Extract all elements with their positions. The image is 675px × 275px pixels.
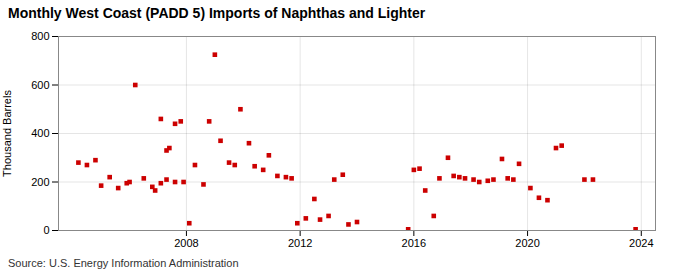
- svg-text:2016: 2016: [402, 237, 426, 249]
- svg-text:600: 600: [31, 79, 49, 91]
- svg-text:800: 800: [31, 30, 49, 42]
- html-text:Monthly West Coast (PADD 5) Im: Monthly West Coast (PADD 5) Imports of N…: [8, 5, 426, 21]
- svg-text:200: 200: [31, 176, 49, 188]
- svg-text:2020: 2020: [515, 237, 539, 249]
- svg-text:Thousand Barrels: Thousand Barrels: [1, 90, 13, 177]
- svg-text:2008: 2008: [174, 237, 198, 249]
- html-text:Source: U.S. Energy Informatio: Source: U.S. Energy Information Administ…: [8, 257, 239, 269]
- svg-text:2012: 2012: [288, 237, 312, 249]
- svg-text:2024: 2024: [629, 237, 653, 249]
- svg-text:0: 0: [43, 224, 49, 236]
- svg-text:400: 400: [31, 127, 49, 139]
